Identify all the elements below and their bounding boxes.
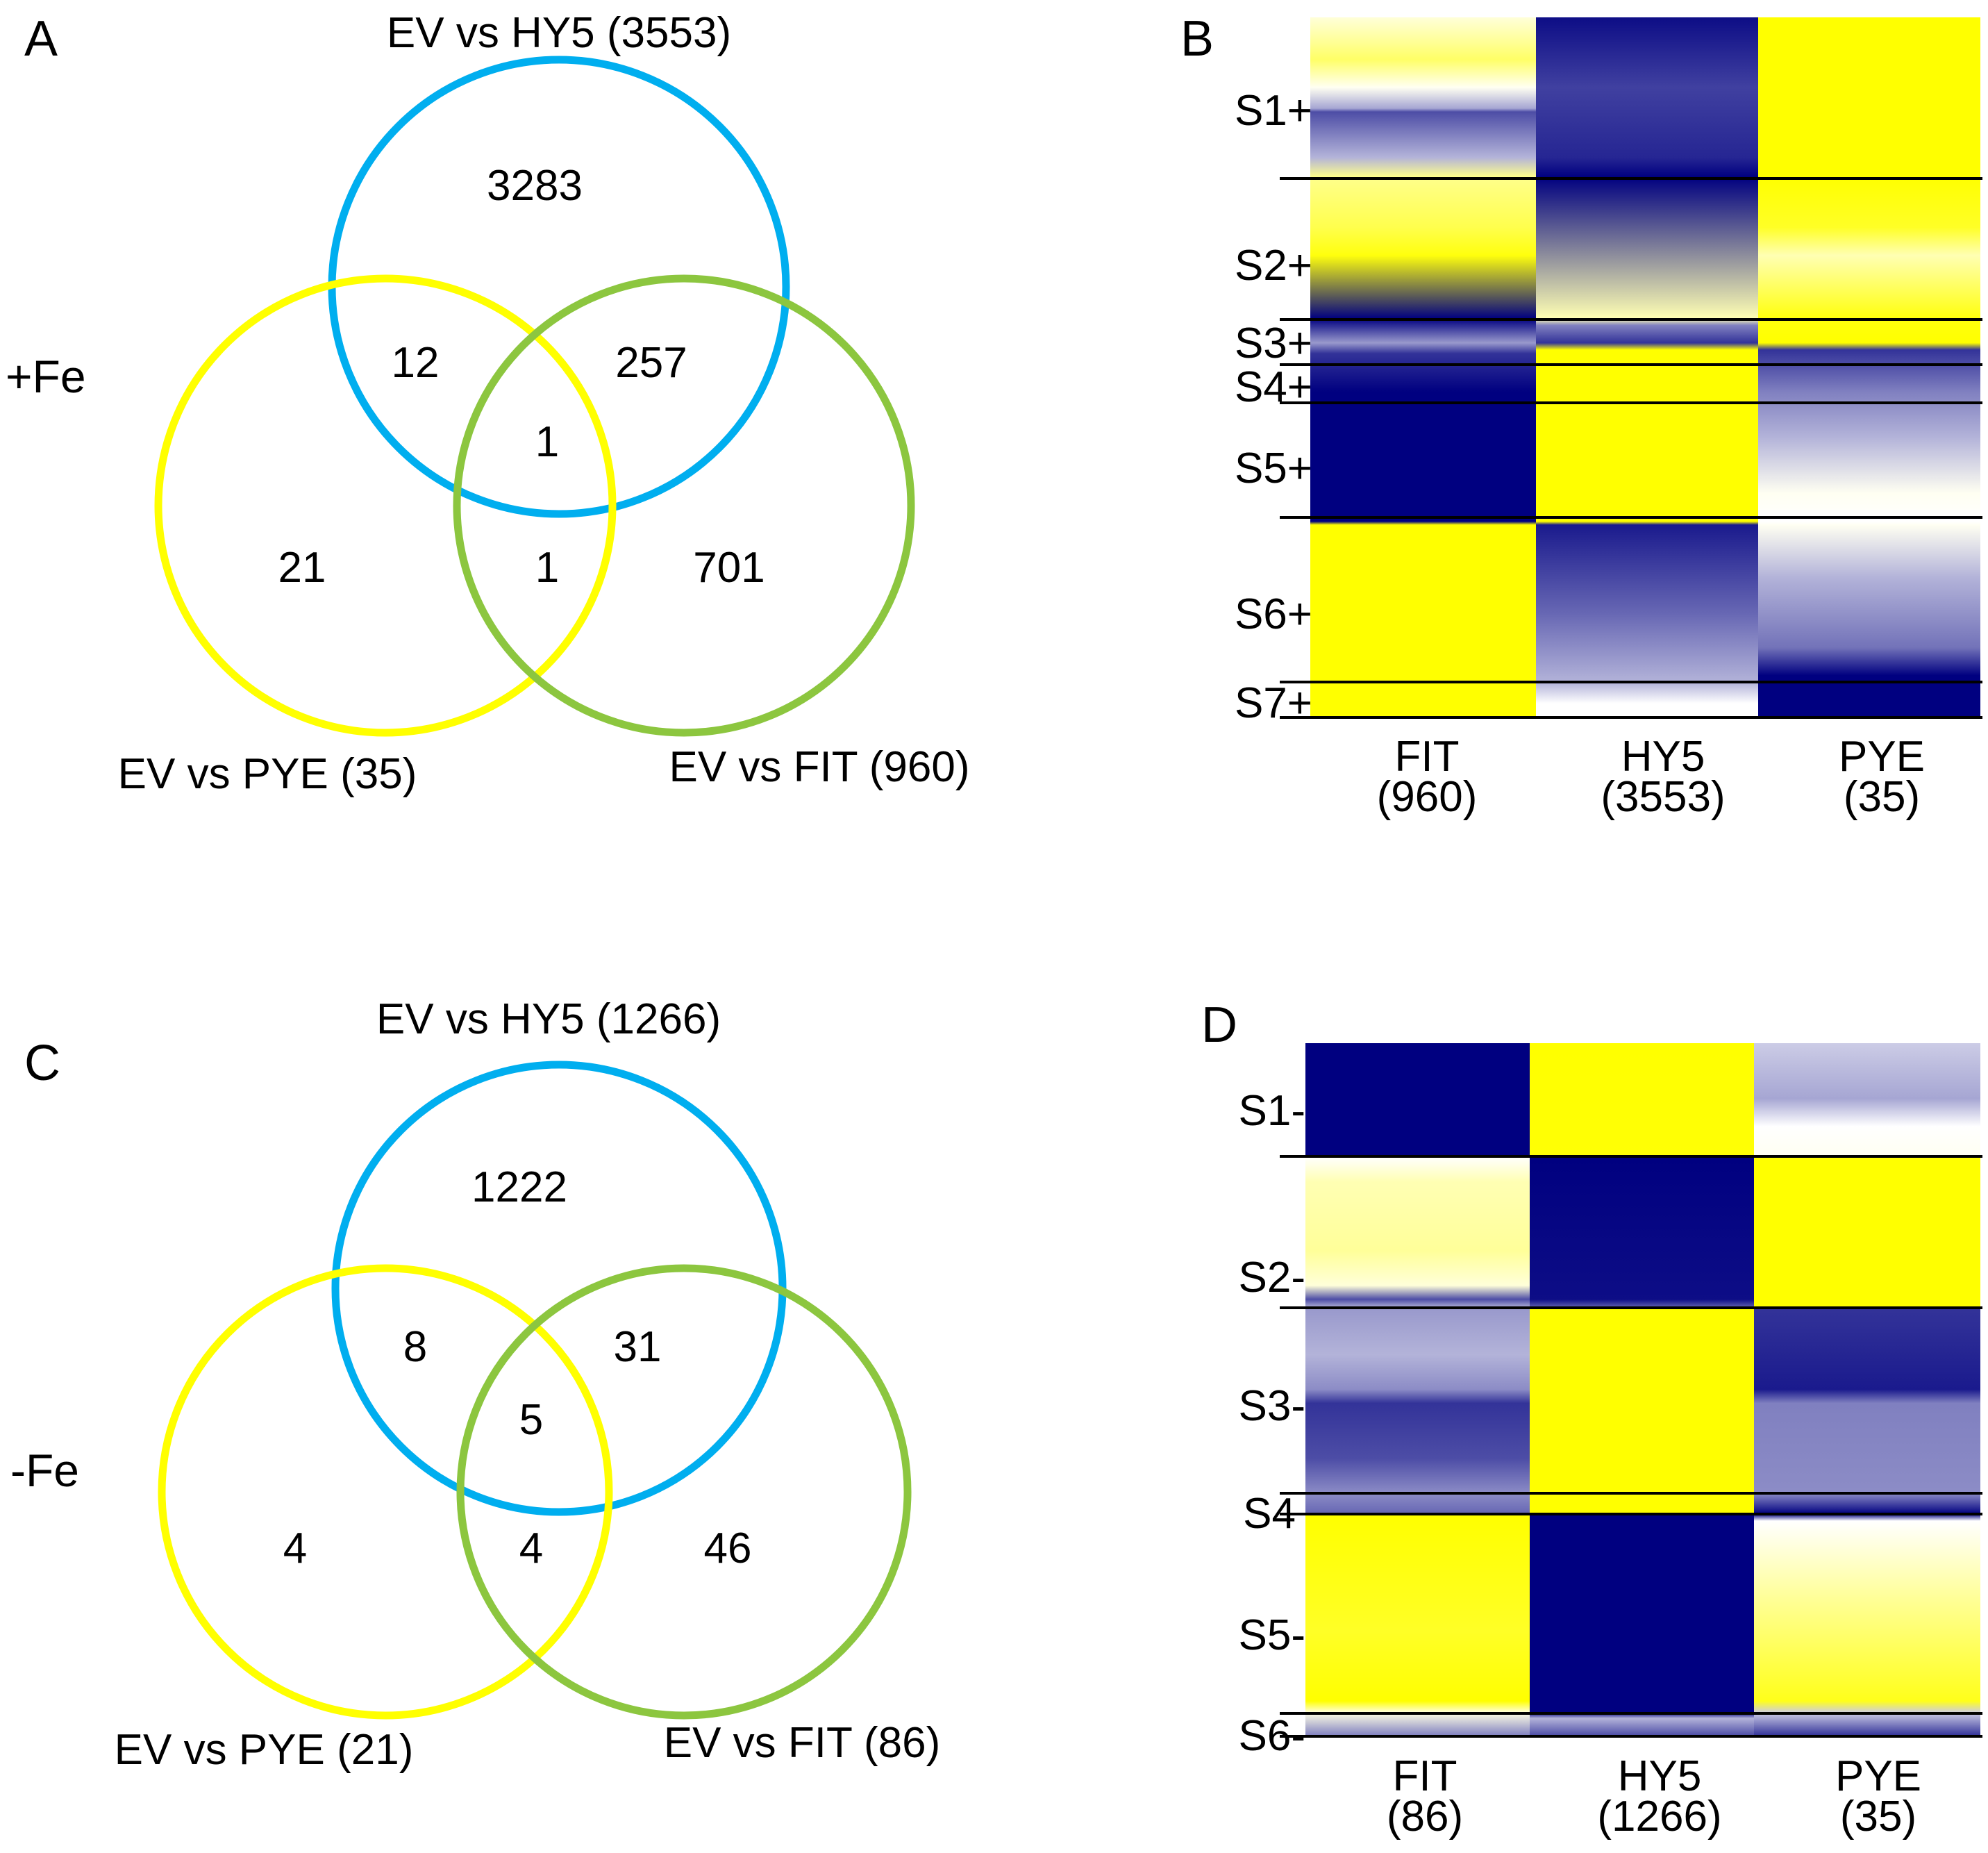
heatmap-b-col-hy5-count: (3553) [1601, 773, 1725, 821]
venn-c-fit-only: 46 [704, 1524, 752, 1572]
heatmap-b-hy5-column [1536, 17, 1758, 717]
heatmap-d-pye-column [1754, 1043, 1980, 1736]
heatmap-b-seg-3: S3+ [1235, 319, 1312, 367]
heatmap-d-col-pye-count: (35) [1840, 1793, 1916, 1840]
heatmap-b-fit-column [1310, 17, 1536, 717]
venn-a-pye-circle [154, 274, 617, 737]
venn-a-pye-only: 21 [278, 544, 326, 592]
heatmap-b-seg-6: S6+ [1235, 590, 1312, 638]
panel-c-letter: C [24, 1036, 60, 1091]
heatmap-d-col-hy5-name: HY5 [1618, 1752, 1702, 1800]
venn-c-hy5-fit: 31 [614, 1323, 662, 1371]
heatmap-d-col-hy5-count: (1266) [1597, 1793, 1721, 1840]
venn-c-pye-only: 4 [283, 1524, 307, 1572]
heatmap-b-seg-5: S5+ [1235, 444, 1312, 492]
heatmap-b-col-pye-name: PYE [1839, 733, 1925, 781]
heatmap-b-seg-2: S2+ [1235, 242, 1312, 290]
heatmap-b-pye-column [1758, 17, 1980, 717]
venn-c-all-three: 5 [519, 1396, 543, 1444]
heatmap-d-seg-6: S6- [1239, 1712, 1305, 1760]
venn-c-hy5-circle [331, 1061, 787, 1516]
venn-a-hy5-only: 3283 [487, 162, 583, 210]
venn-a-pye-label: EV vs PYE (35) [118, 750, 417, 798]
venn-a-fit-only: 701 [693, 544, 765, 592]
heatmap-b-seg-1: S1+ [1235, 87, 1312, 135]
heatmap-d-seg-3: S3- [1239, 1382, 1305, 1430]
venn-a-fit-label: EV vs FIT (960) [669, 743, 970, 791]
heatmap-b-seg-4: S4+ [1235, 363, 1312, 411]
panel-d: D S1- S2- S3- S4 S5- S6- FIT (86) HY5 (1… [1201, 997, 1982, 1840]
venn-c-pye-hy5: 8 [403, 1323, 427, 1371]
heatmap-d-fit-column [1305, 1043, 1530, 1736]
venn-a-fit-circle [453, 274, 915, 737]
venn-a-pye-hy5: 12 [392, 339, 440, 387]
panel-a: A +Fe EV vs HY5 (3553) EV vs PYE (35) EV… [6, 9, 969, 798]
venn-c-pye-label: EV vs PYE (21) [115, 1726, 414, 1774]
heatmap-d-seg-4: S4 [1243, 1490, 1296, 1538]
heatmap-d-col-fit-name: FIT [1393, 1752, 1457, 1800]
heatmap-d-col-fit-count: (86) [1387, 1793, 1463, 1840]
panel-c: C -Fe EV vs HY5 (1266) EV vs PYE (21) EV… [10, 995, 940, 1774]
venn-c-pye-circle [158, 1264, 613, 1720]
panel-c-condition: -Fe [10, 1445, 79, 1496]
venn-c-hy5-label: EV vs HY5 (1266) [376, 995, 721, 1043]
venn-c-fit-circle [456, 1264, 912, 1720]
panel-b-letter: B [1180, 11, 1214, 67]
venn-c-fit-label: EV vs FIT (86) [664, 1719, 941, 1767]
heatmap-b-col-fit-count: (960) [1377, 773, 1478, 821]
venn-a-hy5-label: EV vs HY5 (3553) [387, 9, 731, 57]
panel-b: B S1+ S2+ S3+ S4+ S5+ S6+ S7+ FIT (960) … [1180, 11, 1982, 821]
panel-a-condition: +Fe [6, 351, 86, 402]
panel-a-letter: A [24, 11, 58, 67]
heatmap-d-seg-1: S1- [1239, 1087, 1305, 1135]
venn-a-hy5-fit: 257 [615, 339, 687, 387]
venn-c-hy5-only: 1222 [471, 1163, 567, 1211]
heatmap-d-col-pye-name: PYE [1835, 1752, 1921, 1800]
heatmap-d-seg-2: S2- [1239, 1254, 1305, 1302]
heatmap-b-seg-7: S7+ [1235, 679, 1312, 727]
heatmap-b-col-hy5-name: HY5 [1621, 733, 1705, 781]
heatmap-b-col-pye-count: (35) [1844, 773, 1920, 821]
heatmap-b-col-fit-name: FIT [1395, 733, 1460, 781]
venn-a-pye-fit: 1 [535, 544, 559, 592]
heatmap-d-hy5-column [1530, 1043, 1754, 1736]
venn-a-all-three: 1 [535, 418, 559, 466]
venn-c-pye-fit: 4 [519, 1524, 543, 1572]
heatmap-d-seg-5: S5- [1239, 1611, 1305, 1659]
panel-d-letter: D [1201, 997, 1237, 1053]
